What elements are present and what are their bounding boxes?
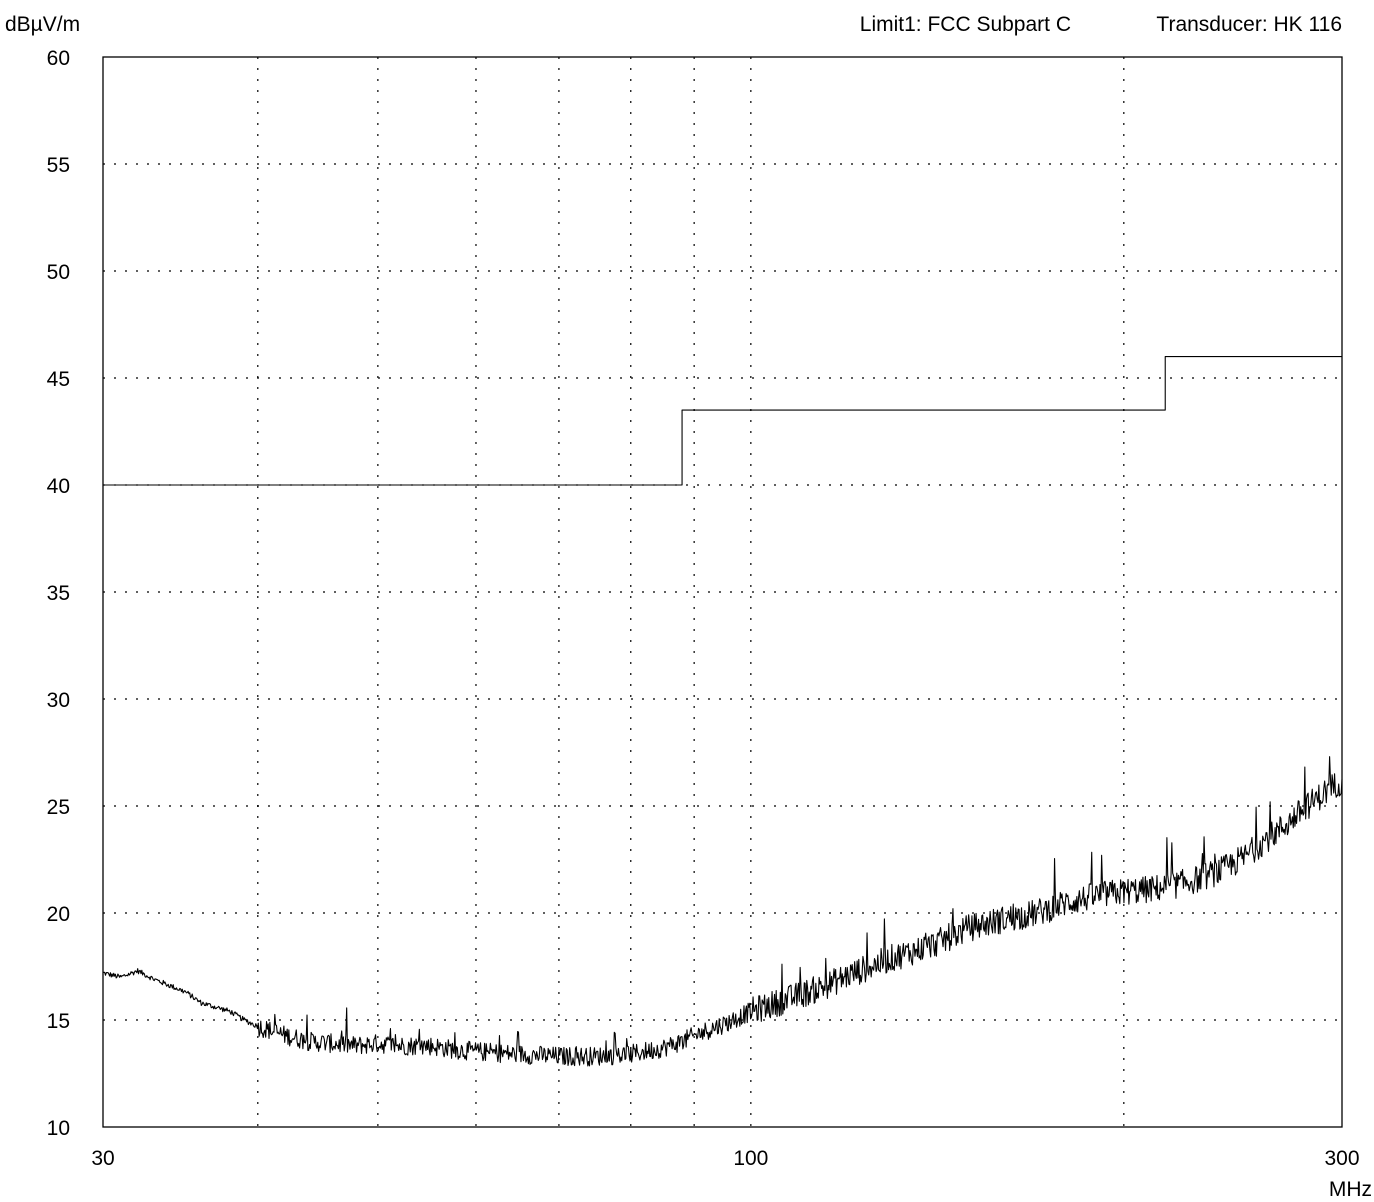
measurement-trace <box>102 756 1343 1067</box>
y-tick-label: 55 <box>47 154 70 177</box>
y-axis-unit: dBµV/m <box>5 13 80 36</box>
plot-frame <box>102 56 1343 1128</box>
y-tick-label: 20 <box>47 903 70 926</box>
y-tick-label: 40 <box>47 475 70 498</box>
y-tick-label: 60 <box>47 47 70 70</box>
x-axis-unit: MHz <box>1329 1178 1372 1201</box>
limit-line <box>103 356 1342 486</box>
y-tick-label: 10 <box>47 1117 70 1140</box>
y-tick-label: 50 <box>47 261 70 284</box>
series-layer <box>102 356 1343 1067</box>
x-tick-label: 100 <box>733 1147 768 1170</box>
y-tick-label: 35 <box>47 582 70 605</box>
x-tick-label: 300 <box>1324 1147 1359 1170</box>
y-tick-label: 25 <box>47 796 70 819</box>
y-tick-label: 30 <box>47 689 70 712</box>
y-tick-label: 15 <box>47 1010 70 1033</box>
limit-header: Limit1: FCC Subpart C <box>860 13 1071 36</box>
axis-labels: 60 55 50 45 40 35 30 25 20 15 10 30 100 300 <box>47 47 1360 1170</box>
y-tick-label: 45 <box>47 368 70 391</box>
transducer-header: Transducer: HK 116 <box>1156 13 1342 36</box>
x-tick-label: 30 <box>91 1147 114 1170</box>
grid-lines <box>103 57 1342 1127</box>
